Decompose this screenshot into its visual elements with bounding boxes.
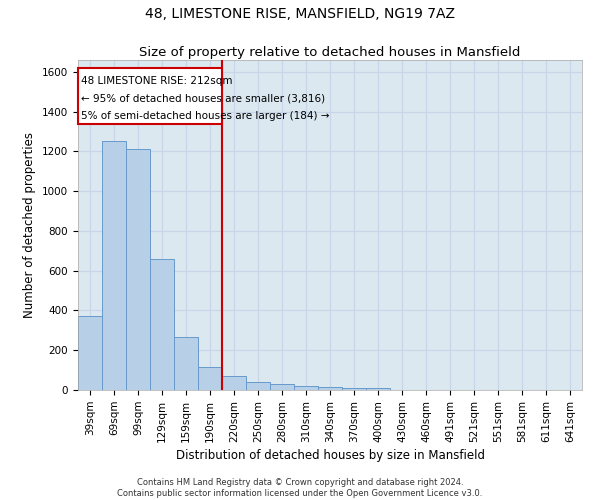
Text: 48, LIMESTONE RISE, MANSFIELD, NG19 7AZ: 48, LIMESTONE RISE, MANSFIELD, NG19 7AZ: [145, 8, 455, 22]
Bar: [270, 384, 294, 390]
Bar: [126, 150, 150, 390]
Bar: [366, 388, 390, 390]
Y-axis label: Number of detached properties: Number of detached properties: [23, 132, 37, 318]
Bar: [150, 259, 174, 390]
Text: 5% of semi-detached houses are larger (184) →: 5% of semi-detached houses are larger (1…: [81, 110, 329, 120]
Text: 48 LIMESTONE RISE: 212sqm: 48 LIMESTONE RISE: 212sqm: [81, 76, 232, 86]
Bar: [78, 68, 222, 124]
Bar: [102, 140, 126, 390]
Title: Size of property relative to detached houses in Mansfield: Size of property relative to detached ho…: [139, 46, 521, 59]
Bar: [222, 376, 246, 390]
Text: Contains HM Land Registry data © Crown copyright and database right 2024.
Contai: Contains HM Land Registry data © Crown c…: [118, 478, 482, 498]
X-axis label: Distribution of detached houses by size in Mansfield: Distribution of detached houses by size …: [176, 449, 485, 462]
Bar: [342, 388, 366, 390]
Text: ← 95% of detached houses are smaller (3,816): ← 95% of detached houses are smaller (3,…: [81, 93, 325, 103]
Bar: [318, 387, 342, 390]
Bar: [294, 386, 318, 390]
Bar: [246, 382, 270, 390]
Bar: [78, 316, 102, 390]
Bar: [174, 338, 198, 390]
Bar: [198, 367, 222, 390]
